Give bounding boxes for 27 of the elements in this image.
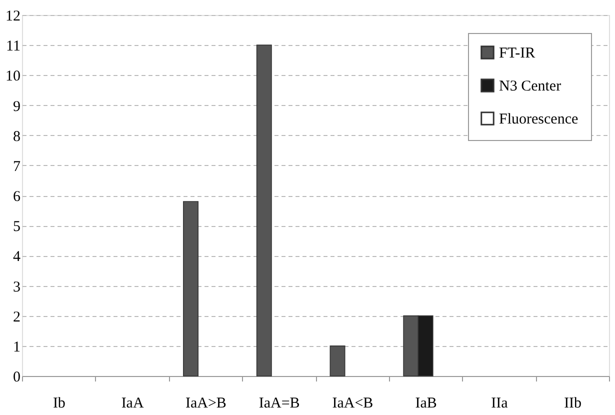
y-tick-label: 4 bbox=[13, 249, 21, 266]
bar bbox=[256, 44, 272, 376]
x-tick-label: IaA<B bbox=[332, 396, 374, 412]
y-tick-label: 1 bbox=[13, 339, 20, 356]
x-tick-label: IaA>B bbox=[185, 396, 226, 412]
x-tick-label: IaA=B bbox=[258, 396, 300, 412]
bar bbox=[183, 201, 198, 376]
y-tick-label: 11 bbox=[6, 38, 20, 55]
x-tick-label: Ib bbox=[52, 396, 66, 412]
y-tick-label: 8 bbox=[13, 128, 20, 145]
y-tick-label: 2 bbox=[13, 309, 20, 326]
legend-label: FT-IR bbox=[499, 46, 536, 62]
x-tick-label: IaA bbox=[121, 396, 144, 412]
legend-label: N3 Center bbox=[499, 78, 562, 94]
y-tick-label: 12 bbox=[6, 8, 20, 24]
y-tick-label: 3 bbox=[13, 279, 20, 296]
y-tick-label: 0 bbox=[13, 370, 20, 386]
y-tick-label: 10 bbox=[6, 68, 20, 85]
x-tick-label: IaB bbox=[415, 396, 437, 412]
y-tick-label: 5 bbox=[13, 219, 20, 236]
x-tick-label: IIb bbox=[564, 396, 582, 412]
bar bbox=[330, 346, 346, 376]
y-tick-label: 9 bbox=[13, 98, 20, 115]
legend-label: Fluorescence bbox=[499, 112, 578, 128]
y-tick-label: 6 bbox=[13, 189, 21, 205]
y-tick-label: 7 bbox=[13, 158, 21, 175]
x-tick-label: IIa bbox=[491, 396, 508, 412]
